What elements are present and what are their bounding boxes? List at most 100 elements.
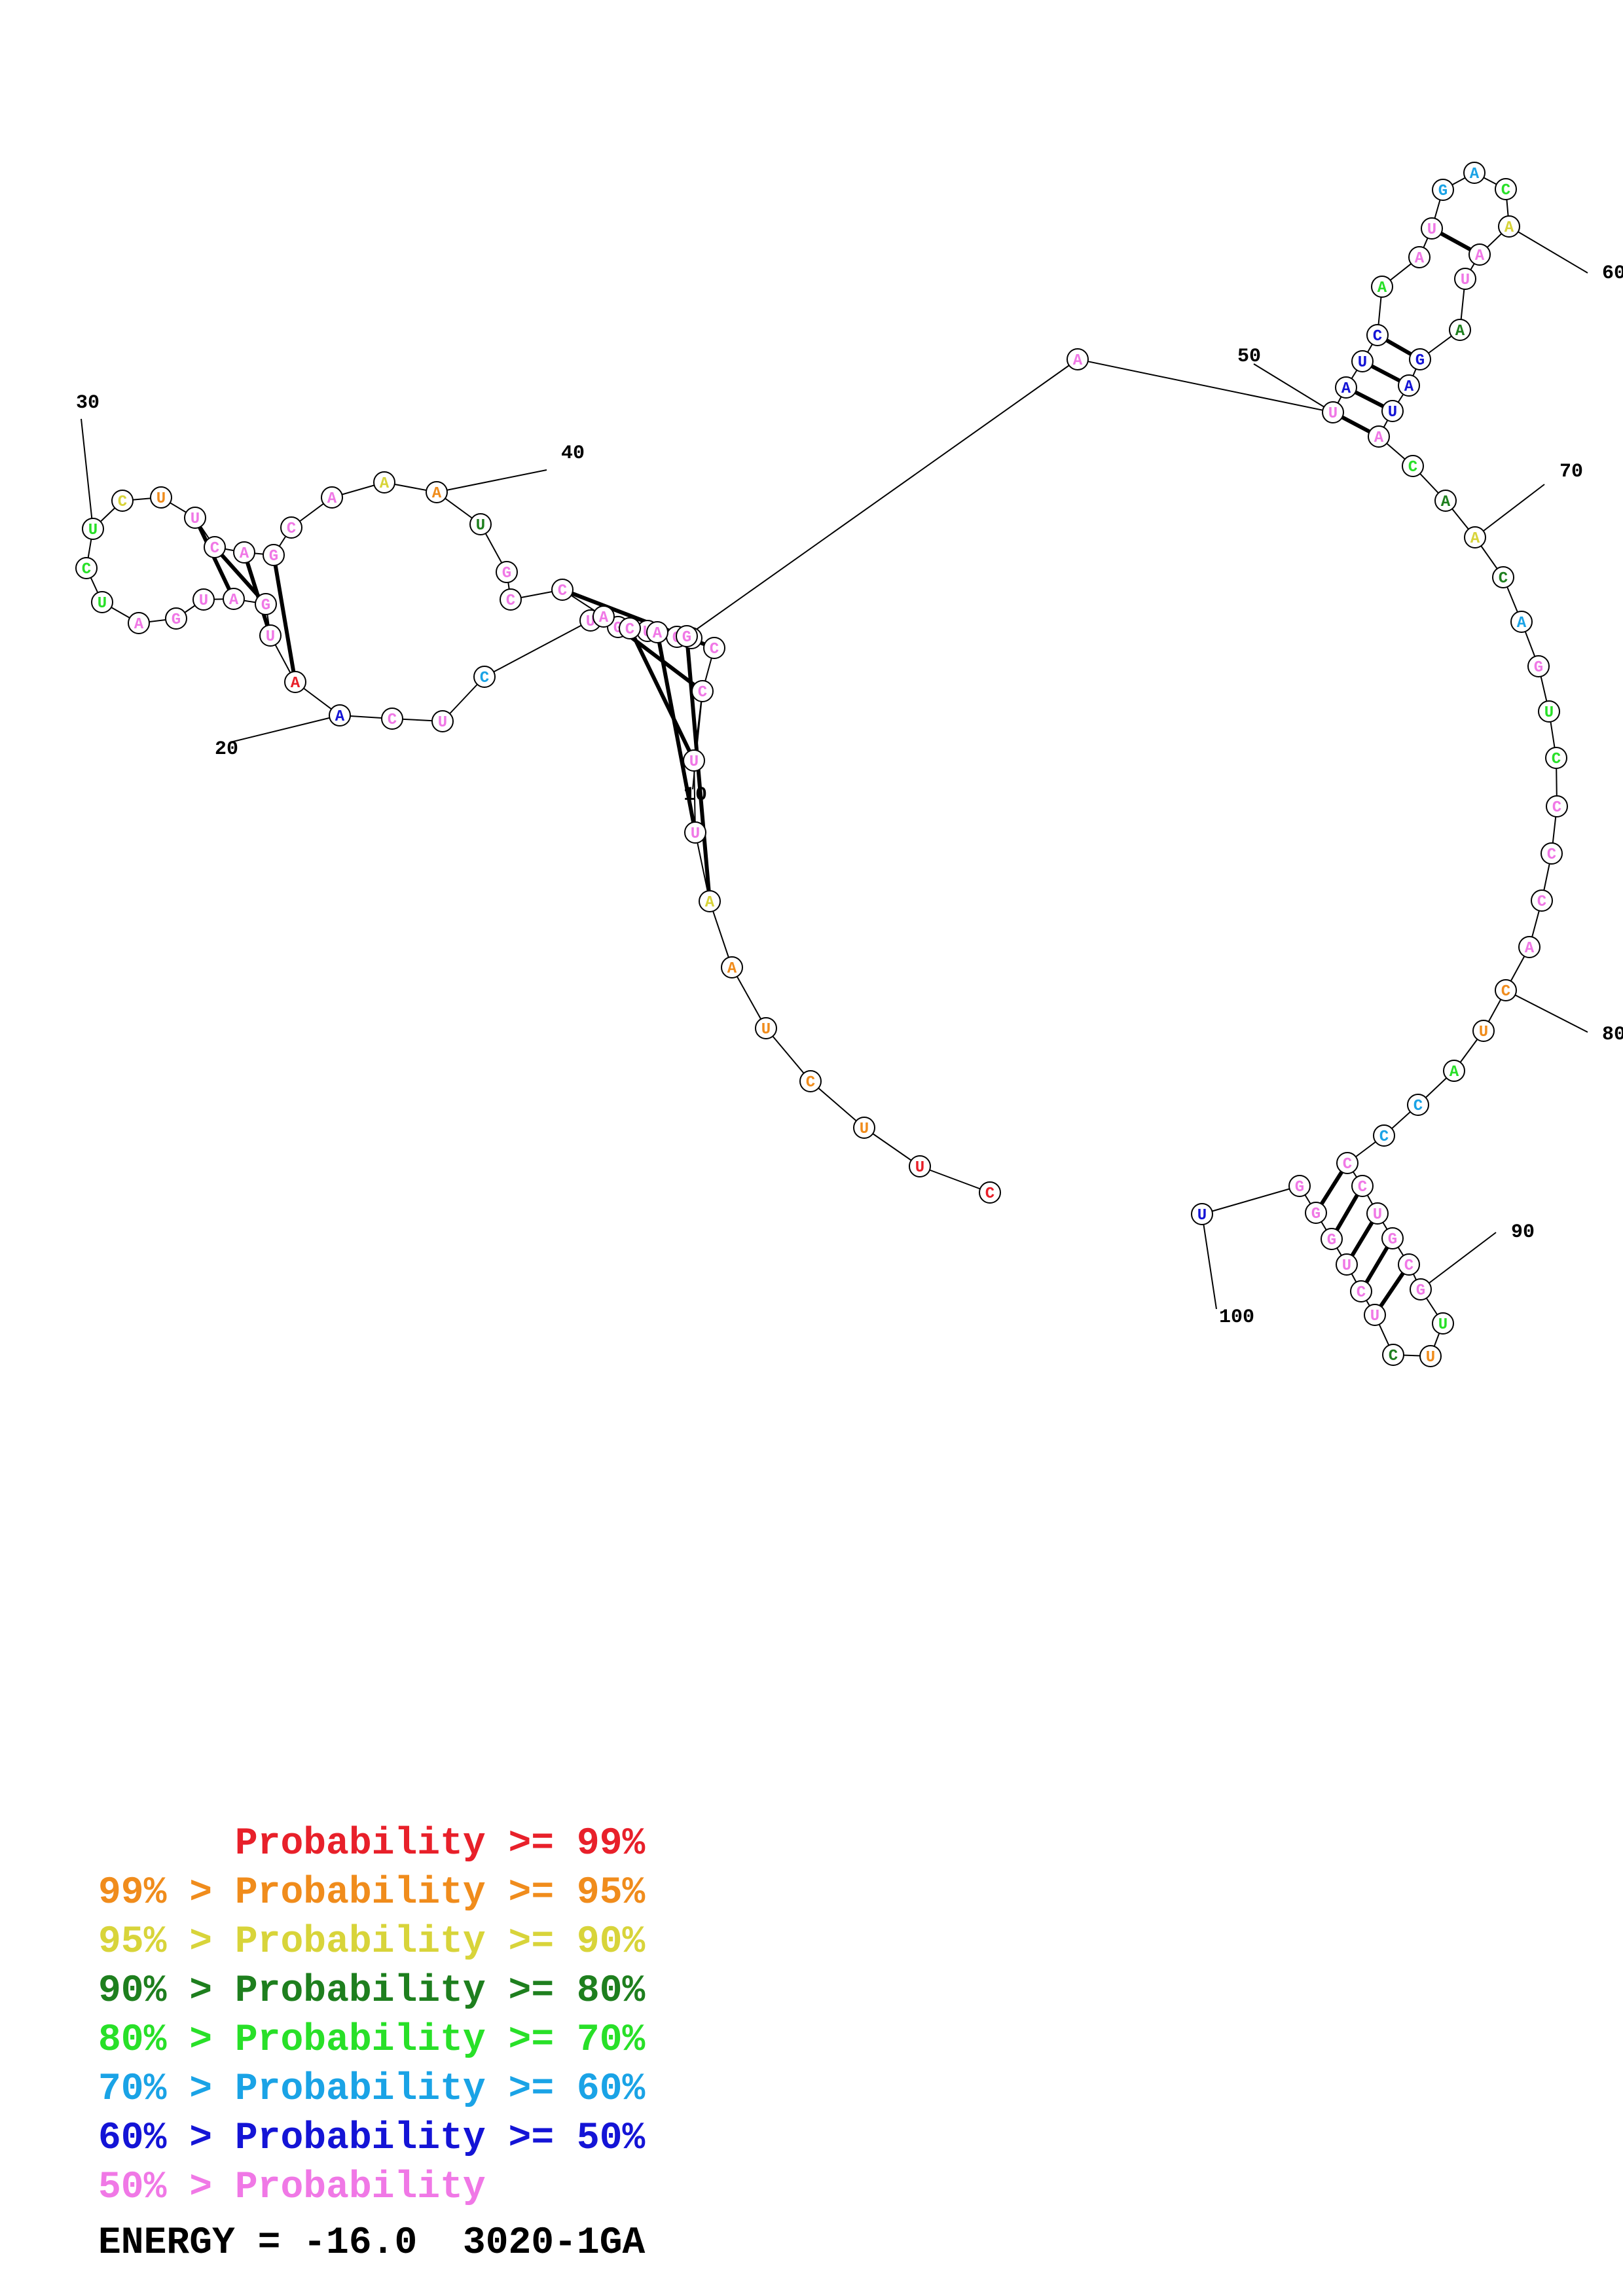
nucleotide: C <box>204 536 226 558</box>
nucleotide-circle <box>426 481 448 503</box>
nucleotide-base: U <box>1328 405 1338 423</box>
nucleotide: G <box>1305 1202 1327 1224</box>
nucleotide: U <box>259 624 282 647</box>
nucleotide-base: A <box>432 485 442 503</box>
nucleotide: A <box>1443 1060 1465 1082</box>
nucleotide-circle <box>469 513 492 535</box>
tick-line <box>1508 226 1588 274</box>
base-pair-bond <box>1320 1170 1343 1206</box>
nucleotide-base: C <box>1547 846 1556 864</box>
nucleotide-base: C <box>1499 570 1508 588</box>
nucleotide: A <box>321 486 343 509</box>
nucleotide-base: A <box>599 609 609 627</box>
nucleotide: A <box>1408 246 1431 268</box>
nucleotide: U <box>1366 1202 1389 1225</box>
nucleotide-circle <box>1449 319 1471 341</box>
position-number: 100 <box>1219 1306 1254 1329</box>
nucleotide-circle <box>1288 1175 1311 1197</box>
nucleotide-base: C <box>210 540 219 558</box>
nucleotide-circle <box>1546 795 1568 817</box>
base-pair-bond <box>273 565 296 672</box>
nucleotide-circle <box>1373 1124 1395 1147</box>
nucleotide-circle <box>329 704 351 726</box>
nucleotide: U <box>1454 268 1476 290</box>
backbone-segment <box>810 1081 865 1128</box>
nucleotide-circle <box>1527 655 1550 677</box>
nucleotide: U <box>1336 1253 1358 1276</box>
nucleotide: A <box>284 671 306 693</box>
nucleotide-circle <box>1351 1175 1374 1197</box>
nucleotide: A <box>426 481 448 503</box>
nucleotide-base: U <box>915 1159 924 1177</box>
nucleotide-circle <box>721 956 743 978</box>
nucleotide-circle <box>1381 1227 1404 1249</box>
legend-label: Probability <box>234 2166 486 2209</box>
legend-row: 90% > Probability >= 80% <box>98 1967 645 2016</box>
nucleotide-base: U <box>1438 1316 1448 1334</box>
nucleotide: G <box>1432 179 1454 201</box>
nucleotide-base: U <box>1426 1349 1435 1367</box>
nucleotide-circle <box>321 486 343 509</box>
nucleotide: U <box>909 1155 931 1177</box>
nucleotide-base: G <box>1388 1231 1397 1249</box>
nucleotide-base: U <box>1370 1308 1379 1325</box>
nucleotide-base: C <box>1389 1348 1398 1365</box>
nucleotide-circle <box>75 557 98 579</box>
nucleotide-base: C <box>82 561 91 579</box>
nucleotide: U <box>150 486 172 509</box>
nucleotide-circle <box>979 1181 1001 1204</box>
nucleotide: C <box>1402 455 1424 477</box>
nucleotide: C <box>1366 324 1389 346</box>
nucleotide-circle <box>1336 1253 1358 1276</box>
nucleotide: C <box>1492 566 1514 588</box>
base-pair-bond <box>1385 338 1412 356</box>
nucleotide-base: U <box>1461 272 1470 289</box>
nucleotide: U <box>184 507 206 529</box>
nucleotide-circle <box>1382 1344 1404 1366</box>
backbone-segment <box>1077 359 1334 413</box>
nucleotide-circle <box>91 591 113 613</box>
nucleotide-base: C <box>1379 1128 1389 1146</box>
nucleotide-base: U <box>1427 221 1436 239</box>
nucleotide: G <box>1321 1228 1343 1250</box>
nucleotide: A <box>593 605 615 628</box>
nucleotide-base: U <box>1479 1024 1488 1041</box>
nucleotide-base: U <box>1544 704 1554 722</box>
nucleotide-base: A <box>1441 493 1451 511</box>
nucleotides: CUUCUAAUUCCUGUGUCUCAAUGAUGAUCUCUUCAGCAAA… <box>75 162 1568 1367</box>
nucleotide: C <box>799 1070 822 1092</box>
nucleotide: A <box>1449 319 1471 341</box>
nucleotide-circle <box>1538 700 1560 723</box>
legend-prefix: 50% > <box>98 2166 235 2209</box>
nucleotide-base: C <box>1501 182 1510 200</box>
nucleotide-base: C <box>1552 799 1561 817</box>
nucleotide: C <box>500 588 522 611</box>
nucleotide-base: A <box>1470 166 1480 183</box>
nucleotide-circle <box>1464 526 1486 548</box>
nucleotide-base: U <box>266 628 275 646</box>
nucleotide-circle <box>1495 979 1517 1001</box>
nucleotide-base: G <box>269 548 278 565</box>
nucleotide: C <box>1495 979 1517 1001</box>
backbone-segment <box>919 1166 991 1193</box>
backbone-segment <box>1201 1185 1300 1215</box>
nucleotide-circle <box>1454 268 1476 290</box>
nucleotide-base: G <box>502 565 511 583</box>
energy-value: ENERGY = -16.0 <box>98 2222 418 2265</box>
nucleotide-base: C <box>698 684 707 702</box>
backbone-segment <box>484 620 591 677</box>
nucleotide: A <box>373 471 395 493</box>
nucleotide: C <box>619 617 641 639</box>
legend-label: Probability >= 60% <box>234 2068 646 2111</box>
nucleotide-circle <box>1408 246 1431 268</box>
nucleotide: G <box>255 593 277 615</box>
nucleotide-circle <box>1350 1280 1372 1302</box>
nucleotide-circle <box>853 1117 875 1139</box>
nucleotide-circle <box>500 588 522 611</box>
nucleotide-circle <box>1518 936 1541 958</box>
nucleotide-circle <box>1410 1278 1432 1300</box>
nucleotide-circle <box>1545 747 1567 769</box>
nucleotide: U <box>1381 400 1404 422</box>
nucleotide: C <box>1398 1253 1420 1276</box>
nucleotide: C <box>1545 747 1567 769</box>
